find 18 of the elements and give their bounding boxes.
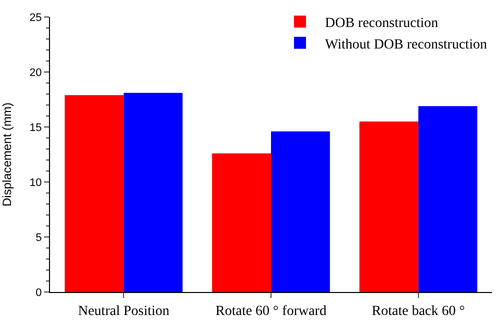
y-tick-label: 15	[30, 122, 42, 134]
bar	[359, 122, 418, 292]
bar	[124, 92, 183, 292]
bar	[64, 95, 124, 292]
y-tick-label: 5	[36, 232, 42, 244]
x-tick-label: Neutral Position	[78, 304, 170, 319]
y-tick-label: 25	[30, 12, 42, 24]
y-axis-title: Displacement (mm)	[0, 102, 14, 207]
bar	[418, 106, 478, 292]
legend-label: Without DOB reconstruction	[325, 37, 487, 52]
bar	[212, 153, 271, 292]
y-tick-label: 20	[30, 66, 42, 79]
x-tick-label: Rotate 60 ° forward	[216, 304, 326, 319]
y-tick-label: 10	[30, 176, 42, 189]
bar	[271, 131, 330, 292]
x-tick-label: Rotate back 60 °	[372, 304, 465, 319]
y-tick-label: 0	[36, 286, 42, 299]
legend-label: DOB reconstruction	[325, 16, 438, 32]
